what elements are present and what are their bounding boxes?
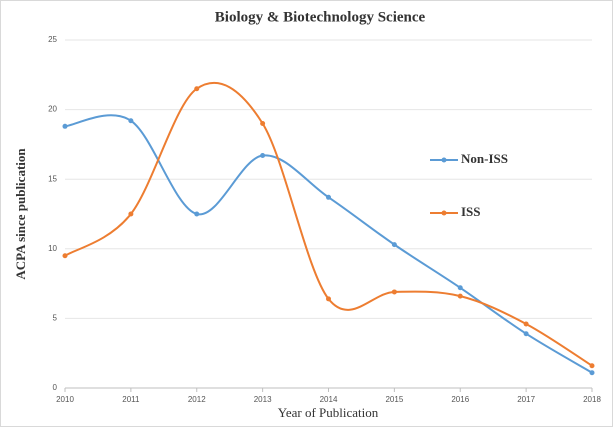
y-axis-label: ACPA since publication <box>13 148 28 280</box>
y-tick-label: 10 <box>48 244 57 253</box>
x-tick-label: 2018 <box>583 395 601 404</box>
data-point <box>260 153 266 159</box>
legend-marker <box>441 210 447 216</box>
y-tick-label: 20 <box>48 105 57 114</box>
series-line <box>64 114 593 374</box>
data-point <box>589 363 595 369</box>
data-point <box>62 253 68 259</box>
legend-label: ISS <box>461 204 481 219</box>
data-point <box>62 123 68 129</box>
data-point <box>589 370 595 376</box>
data-point <box>391 289 397 295</box>
y-tick-label: 0 <box>53 383 58 392</box>
data-point <box>260 121 266 127</box>
x-tick-label: 2014 <box>320 395 338 404</box>
data-point <box>128 118 134 124</box>
data-point <box>128 211 134 217</box>
data-point <box>194 211 200 217</box>
data-point <box>194 86 200 92</box>
series-line <box>64 81 593 367</box>
x-tick-label: 2012 <box>188 395 206 404</box>
data-point <box>391 242 397 248</box>
x-tick-label: 2013 <box>254 395 272 404</box>
data-point <box>523 321 529 327</box>
x-tick-label: 2017 <box>517 395 535 404</box>
data-point <box>326 194 331 200</box>
x-tick-label: 2010 <box>56 395 74 404</box>
data-point <box>326 296 331 302</box>
x-axis-label: Year of Publication <box>278 405 379 420</box>
x-tick-label: 2016 <box>451 395 469 404</box>
y-tick-label: 25 <box>48 35 57 44</box>
legend-label: Non-ISS <box>461 151 508 166</box>
data-point <box>457 285 463 291</box>
data-point <box>523 331 529 337</box>
data-point <box>457 293 463 299</box>
y-tick-label: 5 <box>53 314 58 323</box>
x-tick-label: 2011 <box>122 395 140 404</box>
x-tick-label: 2015 <box>385 395 403 404</box>
y-tick-label: 15 <box>48 174 57 183</box>
chart-title: Biology & Biotechnology Science <box>215 9 426 25</box>
legend-marker <box>441 157 447 163</box>
